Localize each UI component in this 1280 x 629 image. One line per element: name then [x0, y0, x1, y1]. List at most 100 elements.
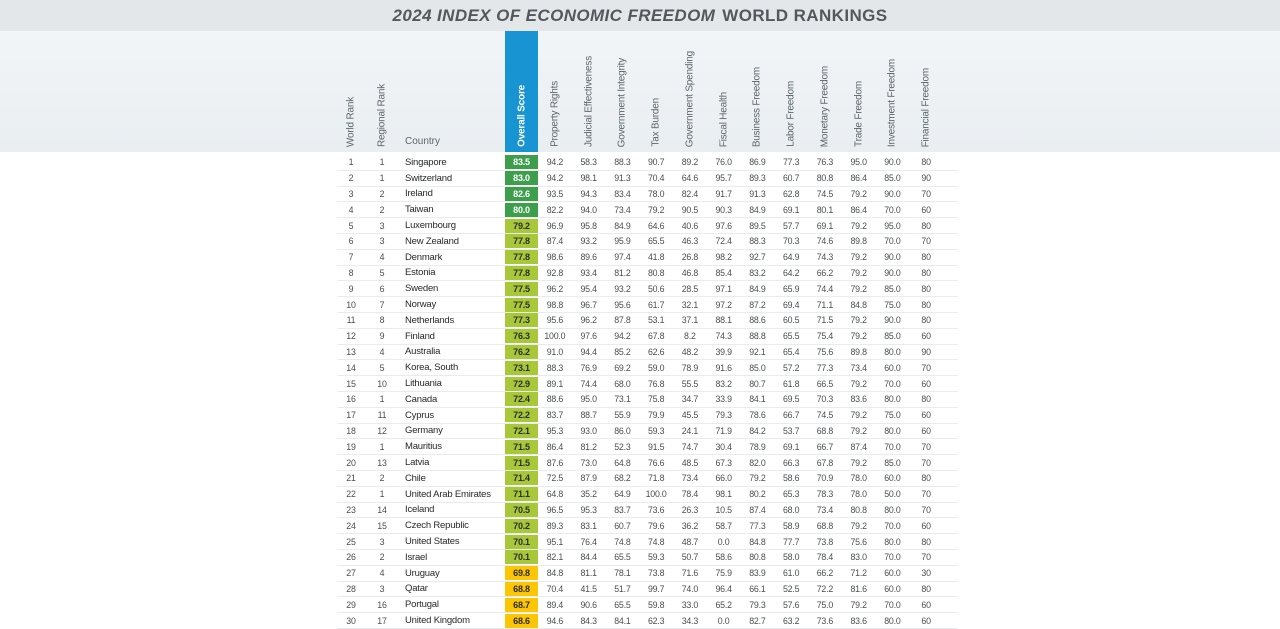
score-cell-government-integrity: 64.8	[614, 457, 631, 468]
regional-rank-cell: 4	[379, 252, 385, 263]
score-cell-investment-freedom: 75.0	[884, 299, 901, 310]
world-rank-cell: 25	[346, 536, 356, 547]
score-cell-financial-freedom: 60	[921, 425, 931, 436]
regional-rank-cell: 14	[377, 504, 387, 515]
column-header-label: Monetary Freedom	[819, 65, 831, 147]
score-cell-government-integrity: 51.7	[614, 583, 631, 594]
score-cell-trade-freedom: 71.2	[850, 568, 867, 579]
table-row-czech-republic: 24 15 Czech Republic 70.2 89.3 83.1 60.7 79.6 36…	[337, 518, 958, 535]
score-cell-government-integrity: 60.7	[614, 520, 631, 531]
score-cell-judicial-effectiveness: 96.2	[580, 315, 597, 326]
score-cell-government-integrity: 91.3	[614, 173, 631, 184]
table-row-canada: 16 1 Canada 72.4 88.6 95.0 73.1 75.8 34.7 33.9 84.…	[337, 392, 958, 408]
score-cell-monetary-freedom: 66.7	[816, 441, 834, 452]
regional-rank-cell: 3	[379, 536, 385, 547]
score-cell-government-spending: 28.5	[681, 283, 699, 294]
score-cell-government-integrity: 52.3	[614, 441, 631, 452]
score-cell-investment-freedom: 85.0	[884, 173, 901, 184]
table-row-lithuania: 15 10 Lithuania 72.9 89.1 74.4 68.0 76.8 55.5 83.…	[337, 376, 958, 392]
overall-score-cell: 77.8	[505, 234, 538, 249]
score-cell-labor-freedom: 53.7	[782, 425, 800, 436]
score-cell-financial-freedom: 80	[921, 267, 931, 278]
score-cell-judicial-effectiveness: 76.9	[580, 362, 597, 373]
country-cell: Netherlands	[405, 314, 455, 326]
overall-score-cell: 83.5	[505, 155, 538, 170]
score-cell-tax-burden: 61.7	[647, 299, 665, 310]
score-cell-financial-freedom: 60	[921, 410, 931, 421]
score-cell-labor-freedom: 52.5	[782, 583, 800, 594]
column-header-label: Judicial Effectiveness	[583, 55, 595, 147]
score-cell-tax-burden: 59.8	[647, 599, 665, 610]
score-cell-financial-freedom: 70	[921, 504, 931, 515]
world-rank-cell: 17	[346, 410, 356, 421]
score-cell-fiscal-health: 0.0	[717, 536, 730, 547]
score-cell-monetary-freedom: 74.5	[816, 188, 834, 199]
column-header-fiscal-health: Fiscal Health	[707, 31, 741, 152]
score-cell-government-integrity: 94.2	[614, 331, 631, 342]
score-cell-property-rights: 94.2	[546, 173, 564, 184]
score-cell-government-spending: 90.5	[681, 204, 699, 215]
score-cell-trade-freedom: 79.2	[850, 252, 867, 263]
table-row-israel: 26 2 Israel 70.1 82.1 84.4 65.5 59.3 50.7 58.6 80.…	[337, 550, 958, 566]
score-cell-investment-freedom: 60.0	[884, 362, 901, 373]
score-cell-judicial-effectiveness: 84.3	[580, 615, 597, 626]
regional-rank-cell: 1	[379, 394, 385, 405]
score-cell-business-freedom: 85.0	[749, 362, 766, 373]
score-cell-financial-freedom: 70	[921, 489, 931, 500]
country-cell: Lithuania	[405, 378, 442, 390]
score-cell-monetary-freedom: 78.4	[816, 552, 834, 563]
regional-rank-cell: 5	[379, 267, 385, 278]
score-cell-business-freedom: 87.2	[749, 299, 766, 310]
score-cell-financial-freedom: 80	[921, 315, 931, 326]
score-cell-financial-freedom: 60	[921, 520, 931, 531]
score-cell-monetary-freedom: 69.1	[816, 220, 834, 231]
table-row-taiwan: 4 2 Taiwan 80.0 82.2 94.0 73.4 79.2 90.5 90.3 84.9…	[337, 202, 958, 219]
score-cell-monetary-freedom: 70.9	[816, 473, 834, 484]
world-rank-cell: 10	[346, 299, 356, 310]
score-cell-tax-burden: 71.8	[647, 473, 665, 484]
score-cell-trade-freedom: 79.2	[850, 520, 867, 531]
score-cell-financial-freedom: 70	[921, 236, 931, 247]
column-header-business-freedom: Business Freedom	[741, 31, 775, 152]
score-cell-government-integrity: 65.5	[614, 552, 631, 563]
score-cell-financial-freedom: 80	[921, 583, 931, 594]
overall-score-cell: 71.5	[505, 439, 538, 454]
country-cell: Czech Republic	[405, 520, 469, 532]
regional-rank-cell: 4	[379, 346, 385, 357]
score-cell-property-rights: 72.5	[546, 473, 564, 484]
score-cell-investment-freedom: 70.0	[884, 520, 901, 531]
score-cell-government-spending: 48.7	[681, 536, 699, 547]
score-cell-trade-freedom: 84.8	[850, 299, 867, 310]
column-header-label: Government Spending	[684, 50, 696, 147]
score-cell-property-rights: 96.5	[546, 504, 564, 515]
country-cell: Australia	[405, 346, 441, 358]
score-cell-labor-freedom: 64.2	[782, 267, 800, 278]
score-cell-monetary-freedom: 80.8	[816, 173, 834, 184]
country-cell: Taiwan	[405, 204, 434, 216]
score-cell-fiscal-health: 58.7	[715, 520, 732, 531]
country-cell: Singapore	[405, 156, 447, 168]
score-cell-business-freedom: 79.2	[749, 473, 766, 484]
country-cell: New Zealand	[405, 235, 459, 247]
country-cell: Norway	[405, 299, 437, 311]
score-cell-investment-freedom: 90.0	[884, 267, 901, 278]
score-cell-labor-freedom: 62.8	[782, 188, 800, 199]
score-cell-government-integrity: 73.4	[614, 204, 631, 215]
table-row-united-arab-emirates: 22 1 United Arab Emirates 71.1 64.8 35.2 64.9 1…	[337, 487, 958, 503]
country-cell: Canada	[405, 393, 438, 405]
score-cell-tax-burden: 70.4	[647, 173, 665, 184]
score-cell-property-rights: 84.8	[546, 568, 564, 579]
overall-score-cell: 68.6	[505, 613, 538, 628]
table-row-ireland: 3 2 Ireland 82.6 93.5 94.3 83.4 78.0 82.4 91.7 91.…	[337, 186, 958, 203]
score-cell-judicial-effectiveness: 74.4	[580, 378, 597, 389]
score-cell-labor-freedom: 69.5	[782, 394, 800, 405]
score-cell-government-spending: 74.7	[681, 441, 699, 452]
score-cell-investment-freedom: 85.0	[884, 457, 901, 468]
score-cell-financial-freedom: 80	[921, 394, 931, 405]
score-cell-fiscal-health: 58.6	[715, 552, 732, 563]
score-cell-judicial-effectiveness: 41.5	[580, 583, 597, 594]
score-cell-judicial-effectiveness: 96.7	[580, 299, 597, 310]
country-cell: United Kingdom	[405, 615, 470, 627]
country-cell: Mauritius	[405, 441, 442, 453]
score-cell-labor-freedom: 69.1	[782, 441, 800, 452]
